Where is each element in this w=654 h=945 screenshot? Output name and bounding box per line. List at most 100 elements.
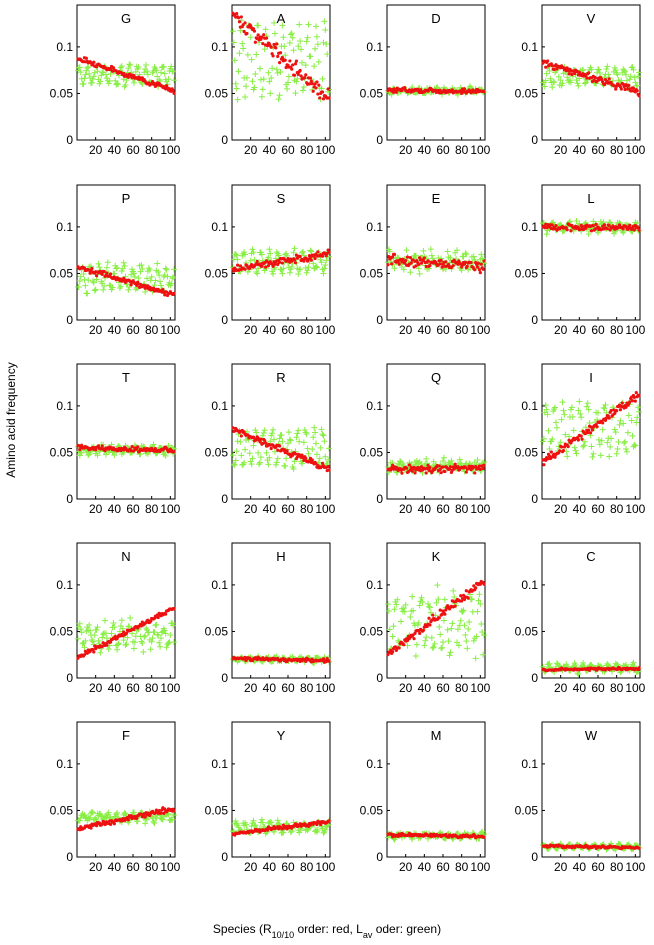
x-tick-label: 60 <box>281 502 295 516</box>
green-point <box>420 247 427 254</box>
green-point <box>575 407 582 414</box>
green-point <box>116 628 123 635</box>
red-point <box>591 224 595 228</box>
green-point <box>595 409 601 416</box>
red-point <box>302 259 306 263</box>
red-point <box>627 83 631 87</box>
green-point <box>474 608 481 615</box>
x-tick-label: 20 <box>399 143 413 157</box>
x-tick-label: 60 <box>591 860 605 874</box>
green-point <box>630 659 637 666</box>
y-tick-label: 0.05 <box>360 445 384 459</box>
green-point <box>270 270 277 277</box>
green-point <box>542 402 549 409</box>
x-tick-label: 100 <box>160 502 180 516</box>
red-point <box>637 846 641 850</box>
green-point <box>297 266 304 273</box>
green-point <box>157 643 164 650</box>
red-point <box>259 437 263 441</box>
red-point <box>482 259 486 263</box>
green-point <box>461 622 468 629</box>
red-point <box>444 608 448 612</box>
red-point <box>457 259 461 263</box>
red-point <box>546 457 550 461</box>
green-point <box>425 600 432 607</box>
red-point <box>550 223 554 227</box>
x-tick-label: 100 <box>470 143 490 157</box>
green-point <box>569 413 576 420</box>
green-point <box>404 642 411 649</box>
red-point <box>255 259 259 264</box>
red-point <box>631 86 636 90</box>
red-point <box>585 76 589 80</box>
green-point <box>279 270 286 277</box>
red-point <box>261 42 265 46</box>
red-point <box>558 449 562 453</box>
green-point <box>80 270 87 277</box>
green-point <box>142 288 149 295</box>
green-point <box>303 431 310 438</box>
green-point <box>130 270 137 277</box>
y-tick-label: 0.1 <box>211 578 228 592</box>
red-point <box>403 261 407 265</box>
green-point <box>602 401 609 408</box>
green-point <box>108 630 115 637</box>
green-point <box>291 245 298 252</box>
red-point <box>621 227 625 231</box>
green-point <box>454 247 460 254</box>
green-point <box>253 429 260 436</box>
green-point <box>233 85 240 92</box>
green-point <box>557 77 564 84</box>
green-point <box>243 83 249 90</box>
red-point <box>313 256 317 261</box>
y-tick-label: 0.05 <box>50 624 74 638</box>
red-point <box>630 399 635 403</box>
red-point <box>293 62 298 66</box>
red-point <box>431 613 435 617</box>
green-point <box>321 18 328 25</box>
y-tick-label: 0 <box>66 492 73 506</box>
panel-title: T <box>122 370 130 385</box>
red-point <box>126 75 130 79</box>
y-tick-label: 0.05 <box>360 803 384 817</box>
red-point <box>284 65 288 70</box>
y-tick-label: 0.1 <box>366 757 383 771</box>
red-point <box>245 31 249 36</box>
red-point <box>298 255 302 259</box>
green-point <box>447 255 454 262</box>
x-tick-label: 20 <box>89 323 103 337</box>
green-point <box>110 620 117 627</box>
green-point <box>233 448 240 455</box>
green-point <box>242 446 249 453</box>
green-point <box>155 268 162 275</box>
green-point <box>320 270 327 277</box>
x-tick-label: 100 <box>315 143 335 157</box>
green-point <box>113 265 120 272</box>
green-point <box>105 646 112 653</box>
red-point <box>386 263 390 267</box>
green-point <box>397 458 404 465</box>
green-point <box>103 75 110 82</box>
panel-I: 20 40 60 80 100 0 0.05 0.1 I <box>515 363 646 516</box>
green-point <box>460 607 467 614</box>
red-point <box>95 274 99 278</box>
green-point <box>407 269 414 276</box>
red-point <box>413 471 417 475</box>
y-tick-label: 0 <box>531 133 538 147</box>
green-point <box>599 426 606 433</box>
red-point <box>293 452 298 456</box>
panel-G: 20 40 60 80 100 0 0.05 0.1 G <box>50 4 181 157</box>
green-point <box>249 455 256 462</box>
green-point <box>585 406 592 413</box>
green-point <box>89 76 96 83</box>
green-point <box>297 38 304 45</box>
green-point <box>313 33 320 40</box>
green-point <box>426 603 432 610</box>
red-point <box>161 287 165 292</box>
red-point <box>437 616 441 620</box>
red-point <box>481 267 485 271</box>
red-point <box>580 437 584 441</box>
red-point <box>264 441 268 445</box>
green-point <box>293 434 300 441</box>
red-point <box>447 467 452 471</box>
